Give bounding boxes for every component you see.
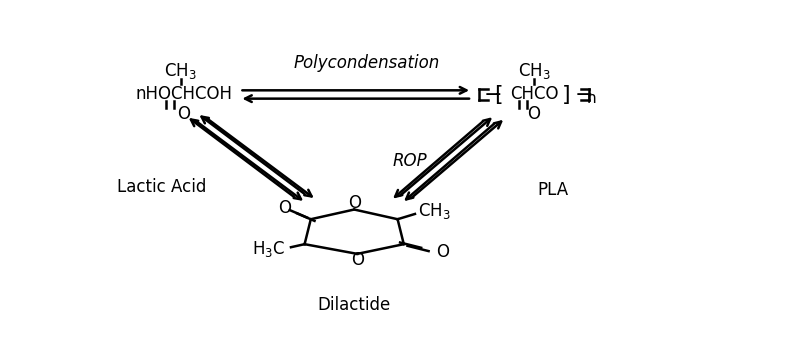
Text: O: O bbox=[178, 105, 190, 123]
Text: O: O bbox=[350, 251, 364, 269]
Text: $]-\!\!$: $]-\!\!$ bbox=[561, 83, 592, 106]
Text: Dilactide: Dilactide bbox=[318, 296, 391, 314]
Text: PLA: PLA bbox=[537, 181, 568, 199]
Text: CH$_3$: CH$_3$ bbox=[418, 201, 451, 221]
Text: Polycondensation: Polycondensation bbox=[294, 54, 440, 72]
Text: Lactic Acid: Lactic Acid bbox=[118, 178, 206, 196]
Text: nHOCHCOH: nHOCHCOH bbox=[135, 85, 232, 103]
Text: O: O bbox=[436, 243, 449, 261]
Text: O: O bbox=[278, 199, 291, 217]
Text: CH$_3$: CH$_3$ bbox=[518, 61, 550, 81]
Text: $-\!\![$: $-\!\![$ bbox=[482, 83, 502, 106]
Text: O: O bbox=[348, 194, 361, 212]
Text: n: n bbox=[586, 91, 596, 106]
Text: CH$_3$: CH$_3$ bbox=[164, 61, 197, 81]
Text: O: O bbox=[527, 105, 541, 123]
Text: ROP: ROP bbox=[393, 152, 427, 170]
Text: CHCO: CHCO bbox=[510, 85, 558, 103]
Text: H$_3$C: H$_3$C bbox=[252, 239, 286, 259]
